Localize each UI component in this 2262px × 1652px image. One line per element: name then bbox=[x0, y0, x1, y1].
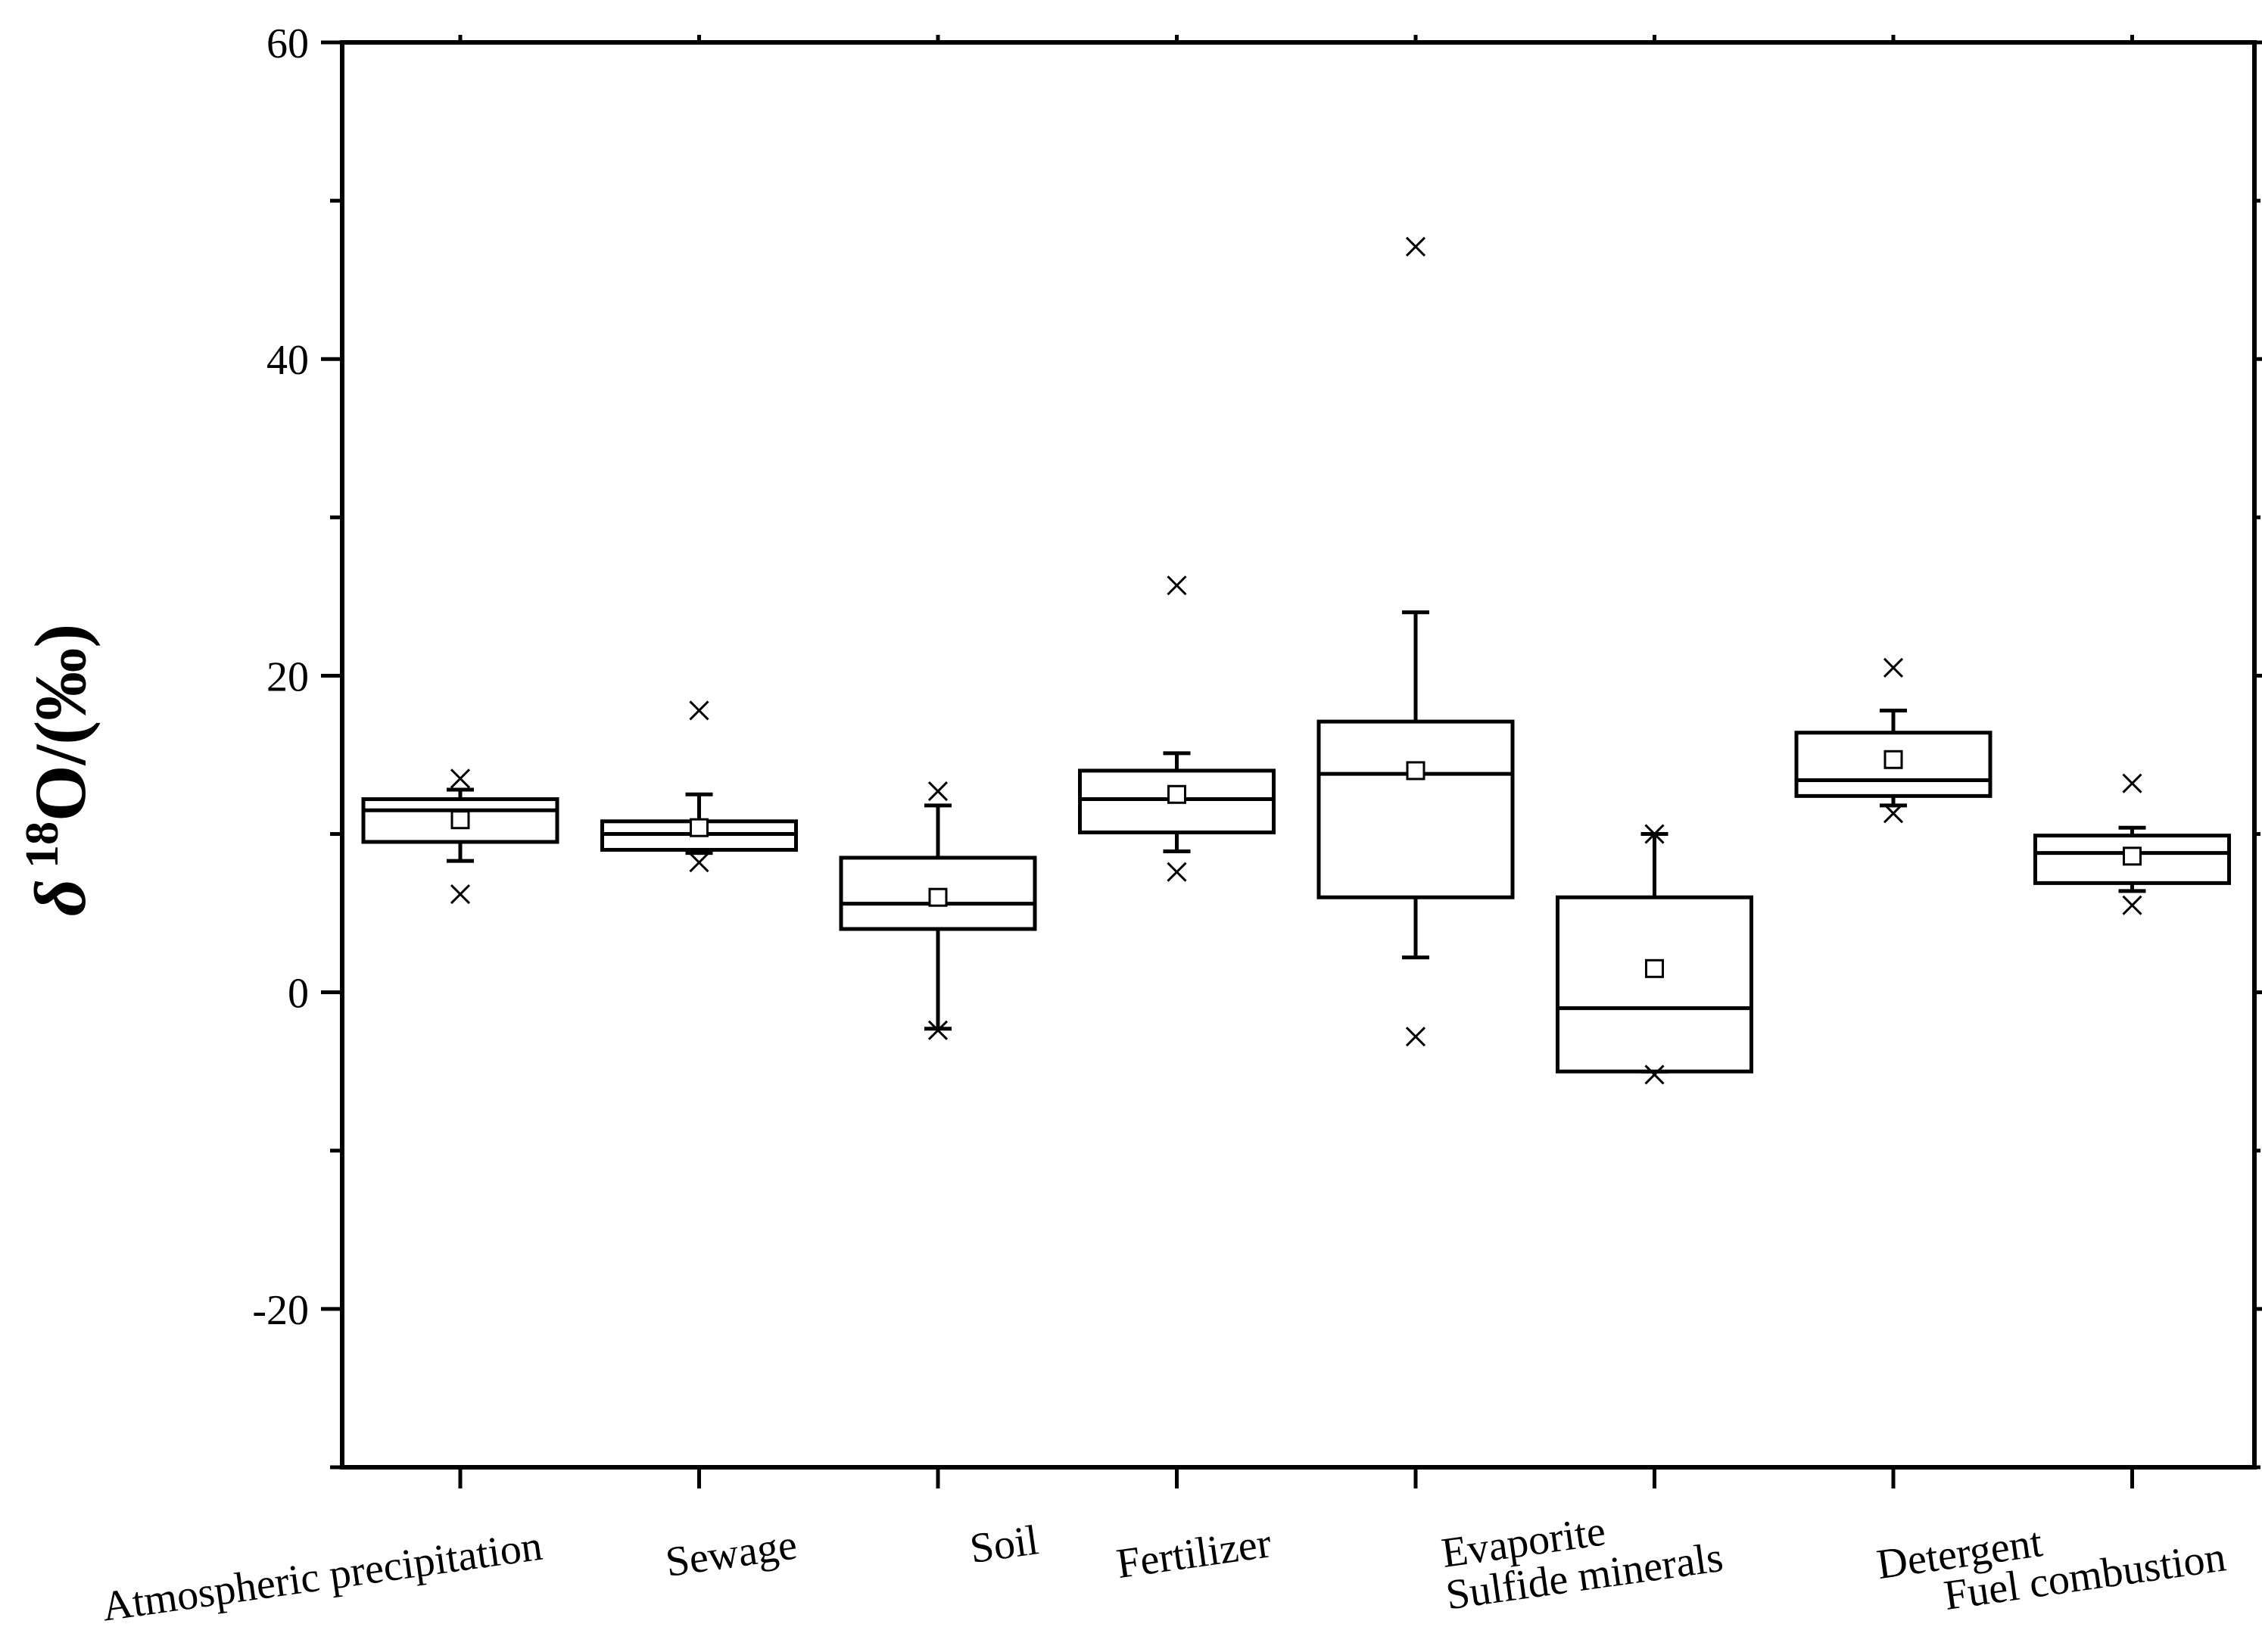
outlier-marker bbox=[689, 700, 709, 721]
mean-marker bbox=[450, 810, 470, 830]
y-tick-label: 20 bbox=[266, 653, 309, 700]
outlier-marker bbox=[1644, 1064, 1665, 1085]
mean-marker bbox=[2123, 846, 2142, 866]
category-label: Fertilizer bbox=[1114, 1520, 1274, 1588]
outlier-marker bbox=[1405, 1027, 1426, 1047]
mean-marker bbox=[690, 818, 709, 837]
box-group bbox=[361, 768, 559, 905]
y-axis-title-rest: O/(‰) bbox=[20, 624, 101, 821]
box-group bbox=[1078, 575, 1276, 882]
outlier-marker bbox=[1883, 657, 1904, 678]
outlier-marker bbox=[927, 1020, 949, 1040]
y-axis-title-symbol: δ bbox=[20, 879, 101, 916]
outlier-marker bbox=[1405, 236, 1426, 257]
outlier-marker bbox=[1167, 575, 1187, 596]
category-label: Atmospheric precipitation bbox=[99, 1523, 545, 1631]
mean-marker bbox=[928, 887, 948, 907]
plot-frame bbox=[340, 40, 2257, 1470]
y-axis-title: δ 18O/(‰) bbox=[17, 624, 101, 916]
category-label: Sewage bbox=[662, 1521, 799, 1586]
mean-marker bbox=[1645, 958, 1664, 978]
y-tick-label: -20 bbox=[252, 1287, 309, 1334]
y-tick-label: 0 bbox=[288, 971, 309, 1018]
y-tick-label: 40 bbox=[266, 337, 309, 384]
box-iqr bbox=[1316, 719, 1515, 899]
outlier-marker bbox=[1167, 862, 1187, 882]
outlier-marker bbox=[1883, 803, 1904, 824]
outlier-marker bbox=[927, 781, 949, 802]
outlier-marker bbox=[2122, 773, 2142, 793]
box-group bbox=[1794, 657, 1992, 824]
axes: -20 0 20 40 60 bbox=[252, 20, 2262, 1488]
box-iqr bbox=[1556, 895, 1753, 1074]
outlier-marker bbox=[2122, 895, 2142, 915]
category-labels: Atmospheric precipitation Sewage Soil Ferti… bbox=[99, 1507, 2229, 1630]
box-group bbox=[1556, 824, 1753, 1085]
category-label: Soil bbox=[967, 1516, 1041, 1573]
box-group bbox=[1316, 236, 1515, 1047]
box-group bbox=[600, 700, 798, 873]
outlier-marker bbox=[689, 852, 709, 873]
mean-marker bbox=[1167, 784, 1186, 804]
mean-marker bbox=[1883, 750, 1903, 769]
y-axis-title-superscript: 18 bbox=[17, 821, 68, 868]
mean-marker bbox=[1406, 761, 1425, 781]
box-iqr bbox=[2033, 834, 2231, 885]
y-tick-label: 60 bbox=[266, 20, 309, 67]
box-group bbox=[2033, 773, 2231, 915]
boxes bbox=[361, 236, 2231, 1085]
outlier-marker bbox=[1644, 824, 1665, 844]
box-group bbox=[839, 781, 1037, 1040]
outlier-marker bbox=[450, 768, 471, 789]
outlier-marker bbox=[450, 884, 471, 905]
